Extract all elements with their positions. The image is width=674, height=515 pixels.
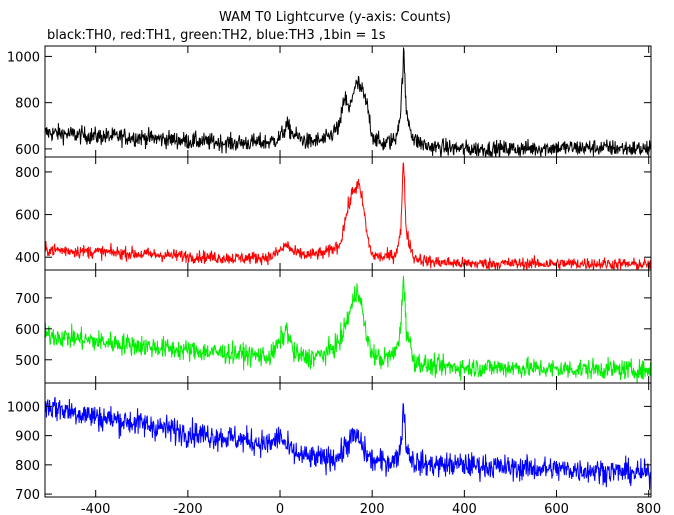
y-tick-label: 600: [15, 323, 40, 338]
chart-title: WAM T0 Lightcurve (y-axis: Counts): [219, 10, 451, 25]
y-tick-label: 800: [15, 97, 40, 112]
panels: 600 800 1000 400 600 800 500 600 700 700 800 900 100…: [7, 45, 652, 503]
x-tick-label: 800: [636, 502, 661, 515]
x-tick-label: -400: [81, 502, 111, 515]
x-tick-label: 600: [544, 502, 569, 515]
series-th1-line: [45, 162, 651, 270]
series-th0-line: [45, 47, 651, 157]
panel-th1: 400 600 800: [15, 156, 652, 271]
chart-subtitle: black:TH0, red:TH1, green:TH2, blue:TH3 …: [47, 28, 386, 43]
x-tick-label: 200: [360, 502, 385, 515]
y-tick-label: 800: [15, 166, 40, 181]
y-tick-label: 500: [15, 354, 40, 369]
y-tick-label: 900: [15, 430, 40, 445]
y-tick-label: 600: [15, 209, 40, 224]
y-tick-label: 800: [15, 459, 40, 474]
y-tick-label: 600: [15, 143, 40, 158]
panel-th2: 500 600 700: [15, 269, 652, 384]
panel-frame: [44, 269, 652, 384]
panel-th3: 700 800 900 1000: [7, 382, 652, 503]
series-th3-line: [45, 396, 651, 490]
y-tick-label: 400: [15, 251, 40, 266]
x-tick-label: 400: [452, 502, 477, 515]
x-axis: -400 -200 0 200 400 600 800: [81, 502, 661, 515]
y-tick-label: 700: [15, 488, 40, 503]
series-th2-line: [45, 275, 651, 383]
y-tick-label: 700: [15, 292, 40, 307]
x-tick-label: -200: [173, 502, 203, 515]
y-tick-label: 1000: [7, 400, 40, 415]
x-tick-label: 0: [276, 502, 284, 515]
panel-th0: 600 800 1000: [7, 45, 652, 158]
panel-frame: [44, 382, 652, 498]
y-tick-label: 1000: [7, 50, 40, 65]
